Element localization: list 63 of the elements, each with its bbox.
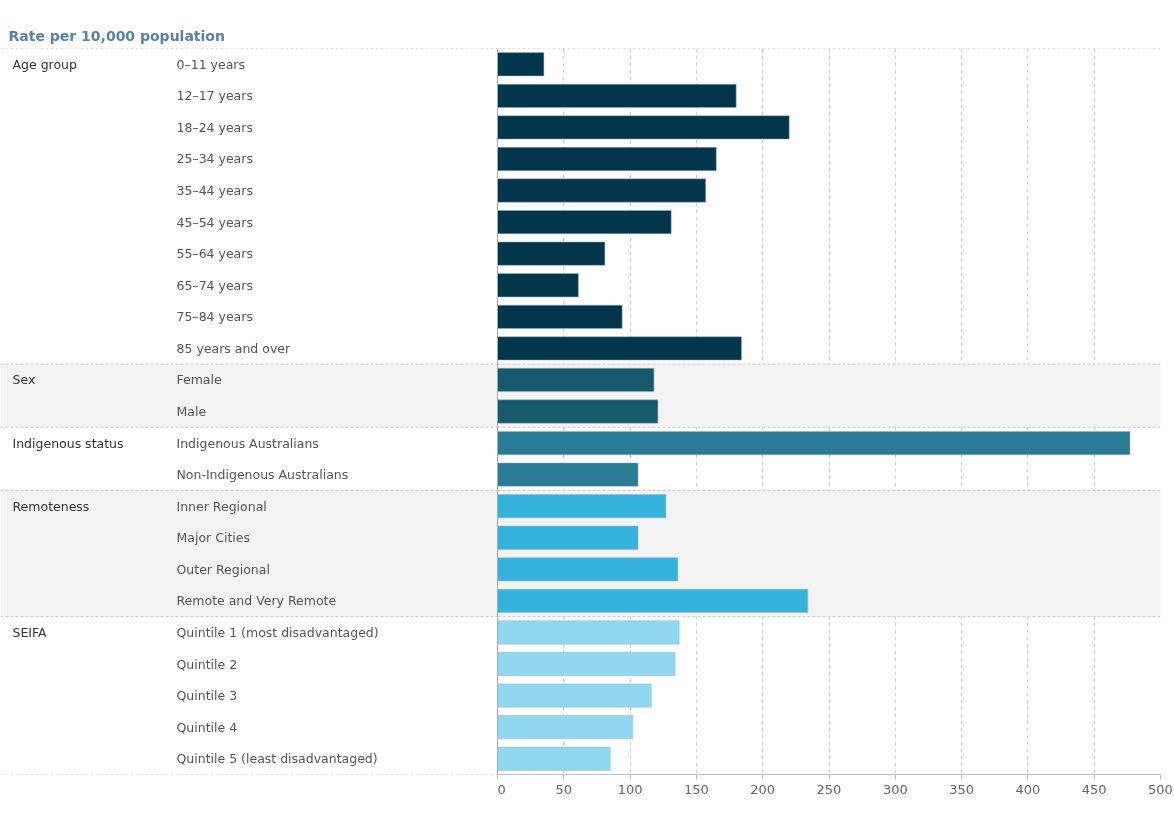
y-tick-label: Remote and Very Remote xyxy=(176,593,337,609)
y-tick-label: 25–34 years xyxy=(176,151,253,167)
bar xyxy=(497,431,1131,455)
text: Rate per 10,000 population xyxy=(8,27,225,44)
y-tick-label: Quintile 1 (most disadvantaged) xyxy=(176,624,379,640)
bar xyxy=(497,715,633,740)
text: Remoteness xyxy=(12,498,90,514)
bar xyxy=(497,557,679,582)
bar xyxy=(497,52,545,77)
bar xyxy=(497,336,742,361)
bar xyxy=(497,147,717,171)
x-tick-label: 500 xyxy=(1148,781,1173,797)
y-tick-label: 35–44 years xyxy=(176,183,253,199)
bar xyxy=(497,620,680,645)
x-tick-label: 250 xyxy=(816,781,842,797)
y-tick-label: Quintile 2 xyxy=(176,656,238,672)
bar xyxy=(497,525,639,550)
x-tick-label: 300 xyxy=(882,781,908,797)
bar xyxy=(497,368,655,392)
y-tick-label: 12–17 years xyxy=(176,88,253,104)
x-tick-label: 200 xyxy=(750,781,776,797)
bar xyxy=(497,494,667,519)
text: Indigenous status xyxy=(12,435,124,451)
y-tick-label: Male xyxy=(176,404,207,419)
bar xyxy=(497,304,623,329)
bar xyxy=(497,241,606,266)
y-tick-label: 85 years and over xyxy=(176,340,291,356)
text: Sex xyxy=(12,372,36,388)
bar xyxy=(497,588,809,613)
bar xyxy=(497,178,706,203)
bar xyxy=(497,683,652,708)
bar xyxy=(497,210,672,235)
x-tick-label: 400 xyxy=(1015,781,1041,797)
y-tick-label: Quintile 4 xyxy=(176,719,238,735)
y-tick-label: Indigenous Australians xyxy=(176,435,319,451)
bar xyxy=(497,746,611,771)
x-tick-label: 450 xyxy=(1081,781,1107,797)
y-tick-label: Outer Regional xyxy=(176,561,270,577)
y-tick-label: 45–54 years xyxy=(176,214,253,230)
y-tick-label: 55–64 years xyxy=(176,246,253,262)
text: Age group xyxy=(12,56,78,72)
text: SEIFA xyxy=(12,624,48,640)
bar xyxy=(497,115,790,140)
bar xyxy=(497,273,579,298)
y-tick-label: 18–24 years xyxy=(176,119,253,135)
y-tick-label: Female xyxy=(176,372,223,388)
y-tick-label: Major Cities xyxy=(176,530,250,546)
y-tick-label: Inner Regional xyxy=(176,498,267,514)
x-tick-label: 100 xyxy=(617,781,643,797)
y-tick-label: 0–11 years xyxy=(176,56,245,72)
bar xyxy=(497,462,639,487)
y-tick-label: Non-Indigenous Australians xyxy=(176,467,349,483)
bar xyxy=(497,652,676,676)
y-tick-label: Quintile 5 (least disadvantaged) xyxy=(176,751,378,767)
bar xyxy=(497,83,737,108)
bar xyxy=(497,399,659,424)
x-tick-label: 150 xyxy=(683,781,709,797)
x-tick-label: 0 xyxy=(497,781,506,797)
y-tick-label: 65–74 years xyxy=(176,277,253,293)
y-tick-label: Quintile 3 xyxy=(176,688,238,704)
y-tick-label: 75–84 years xyxy=(176,309,253,325)
x-tick-label: 350 xyxy=(949,781,975,797)
x-tick-label: 50 xyxy=(555,781,573,797)
